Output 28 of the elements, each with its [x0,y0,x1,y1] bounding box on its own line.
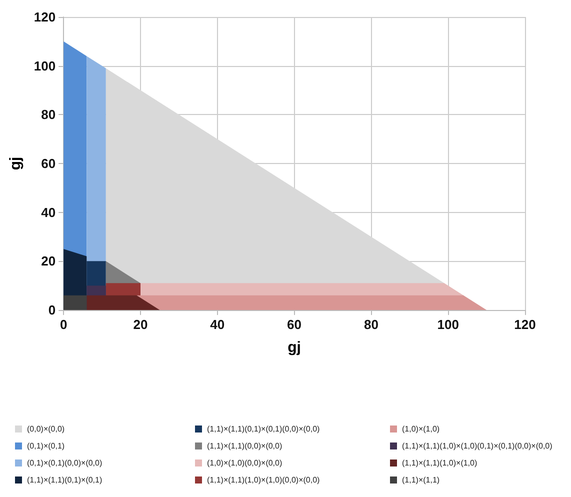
legend-label: (0,0)×(0,0) [27,424,65,434]
x-tick-label: 60 [287,317,302,332]
legend-label: (1,1)×(1,1)(1,0)×(1,0)(0,1)×(0,1)(0,0)×(0,0) [402,442,553,450]
legend-label: (1,1)×(1,1) [402,476,440,484]
legend-label: (1,0)×(1,0) [402,424,440,434]
x-tick-label: 20 [133,317,148,332]
legend-label: (0,1)×(0,1)(0,0)×(0,0) [27,458,102,468]
legend-label: (1,1)×(1,1)(1,0)×(1,0)(0,0)×(0,0) [207,476,320,484]
y-tick-label: 40 [41,204,56,220]
x-axis-title: gj [288,339,301,356]
y-tick-label: 60 [41,156,56,171]
x-tick-label: 100 [437,317,459,332]
y-tick-label: 80 [41,107,56,122]
y-tick-label: 100 [34,58,56,74]
legend-label: (1,0)×(1,0)(0,0)×(0,0) [207,458,282,468]
x-tick-label: 120 [514,317,536,332]
y-tick-label: 0 [48,302,56,318]
legend-label: (1,1)×(1,1)(1,0)×(1,0) [402,458,478,468]
legend-label: (1,1)×(1,1)(0,1)×(0,1) [27,476,102,484]
x-tick-label: 80 [364,317,378,332]
x-tick-label: 0 [60,317,68,332]
legend-label: (1,1)×(1,1)(0,0)×(0,0) [207,442,282,450]
y-tick-label: 20 [41,254,56,269]
x-tick-label: 40 [210,317,225,332]
legend-label: (1,1)×(1,1)(0,1)×(0,1)(0,0)×(0,0) [207,424,320,434]
y-axis-title: gj [7,156,24,170]
legend-label: (0,1)×(0,1) [27,442,65,450]
y-tick-label: 120 [34,10,56,24]
